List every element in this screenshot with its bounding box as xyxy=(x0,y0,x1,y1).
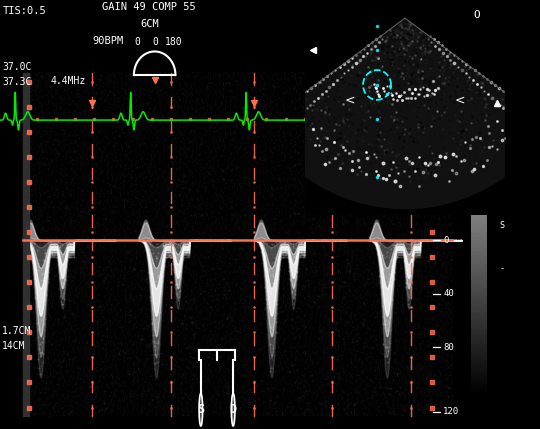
Text: 4.4MHz: 4.4MHz xyxy=(51,76,86,86)
Text: S: S xyxy=(197,403,205,416)
Text: 37.0C: 37.0C xyxy=(2,62,32,72)
Text: 180: 180 xyxy=(165,37,183,47)
Text: 0: 0 xyxy=(134,37,140,47)
Text: 0: 0 xyxy=(153,37,159,47)
Text: O: O xyxy=(474,10,480,20)
Text: 1.7CM: 1.7CM xyxy=(2,326,32,336)
Text: 6CM: 6CM xyxy=(141,19,159,29)
Text: D: D xyxy=(230,403,237,416)
Text: <: < xyxy=(455,94,465,106)
Text: 14CM: 14CM xyxy=(2,341,26,351)
Text: TIS:0.5: TIS:0.5 xyxy=(2,6,46,16)
Text: 90BPM: 90BPM xyxy=(92,36,124,46)
Text: 120: 120 xyxy=(443,408,460,416)
Text: <: < xyxy=(345,94,355,106)
Polygon shape xyxy=(258,18,540,209)
Text: 120: 120 xyxy=(443,73,460,82)
Text: GAIN 49 COMP 55: GAIN 49 COMP 55 xyxy=(102,2,195,12)
Circle shape xyxy=(199,393,202,426)
Text: 37.3C: 37.3C xyxy=(2,77,32,87)
Text: +: + xyxy=(500,44,505,53)
Text: 0: 0 xyxy=(443,236,449,245)
Text: /: / xyxy=(500,174,505,183)
Text: 40: 40 xyxy=(443,290,454,298)
Text: S: S xyxy=(500,221,505,230)
Text: -: - xyxy=(500,264,505,273)
Text: 80: 80 xyxy=(443,127,454,135)
Text: M: M xyxy=(500,131,505,140)
Text: C: C xyxy=(500,88,505,97)
Circle shape xyxy=(232,393,235,426)
Text: 40: 40 xyxy=(443,182,454,191)
Text: 80: 80 xyxy=(443,343,454,352)
Bar xyxy=(23,73,453,416)
